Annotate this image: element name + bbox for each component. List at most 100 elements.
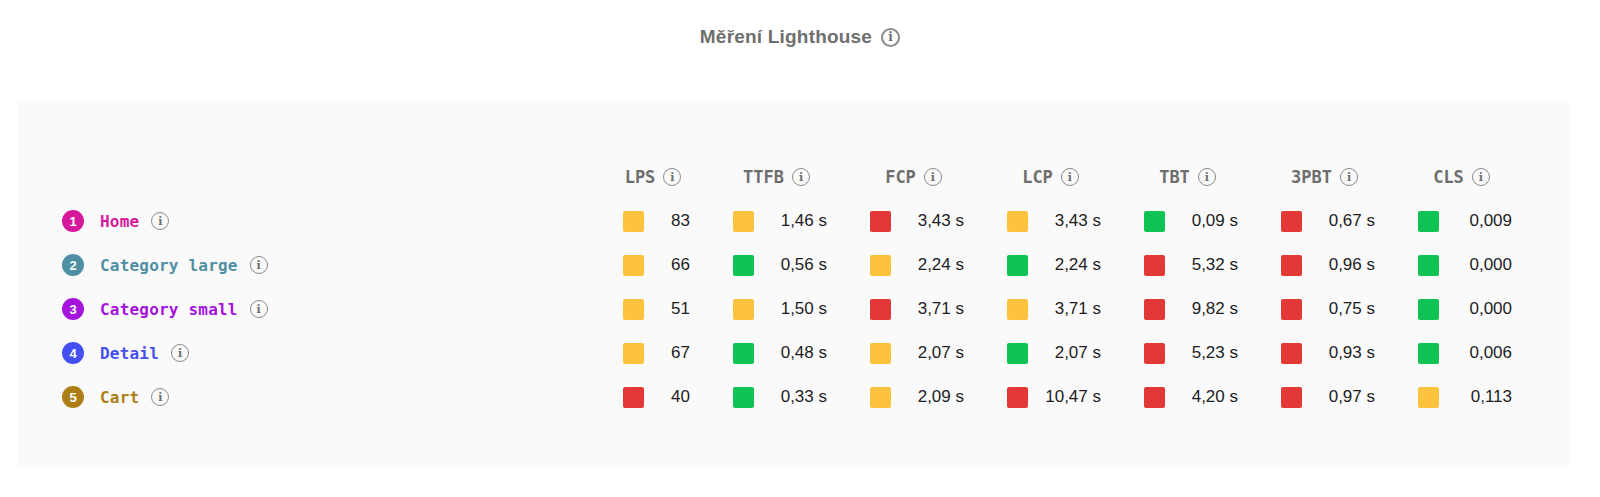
- status-square-orange: [623, 255, 644, 276]
- metric-cell: 2,07 s: [857, 331, 994, 375]
- status-square-red: [1144, 343, 1165, 364]
- metric-value: 0,113: [1439, 387, 1542, 407]
- lighthouse-metrics-card: LPS i TTFB i FCP i LCP i TBT i 3PBT i CL…: [17, 100, 1570, 467]
- status-square-red: [1281, 387, 1302, 408]
- metric-value: 40: [644, 387, 720, 407]
- status-square-orange: [870, 255, 891, 276]
- row-number-badge: 5: [62, 386, 84, 408]
- info-icon[interactable]: i: [250, 300, 268, 318]
- metric-cell: 0,96 s: [1268, 243, 1405, 287]
- status-square-green: [733, 343, 754, 364]
- info-icon[interactable]: i: [792, 168, 810, 186]
- metric-value: 2,24 s: [891, 255, 994, 275]
- table-row-detail: 4 Detail i 67 0,48 s 2,07 s 2,07 s 5,23 …: [17, 331, 1570, 375]
- row-number-badge: 1: [62, 210, 84, 232]
- column-header-lps: LPS i: [610, 167, 720, 187]
- metric-cell: 5,32 s: [1131, 243, 1268, 287]
- metric-cell: 2,09 s: [857, 375, 994, 419]
- info-icon[interactable]: i: [250, 256, 268, 274]
- row-label: Category small: [100, 300, 238, 319]
- info-icon[interactable]: i: [924, 168, 942, 186]
- column-header-tbt: TBT i: [1131, 167, 1268, 187]
- metric-cell: 1,50 s: [720, 287, 857, 331]
- row-number-badge: 4: [62, 342, 84, 364]
- metric-value: 9,82 s: [1165, 299, 1268, 319]
- metric-value: 0,000: [1439, 299, 1542, 319]
- metric-cell: 0,09 s: [1131, 199, 1268, 243]
- metric-value: 10,47 s: [1028, 387, 1131, 407]
- status-square-red: [1281, 255, 1302, 276]
- metric-cell: 67: [610, 331, 720, 375]
- metric-cell: 10,47 s: [994, 375, 1131, 419]
- status-square-green: [733, 387, 754, 408]
- info-icon[interactable]: i: [151, 388, 169, 406]
- metric-cell: 66: [610, 243, 720, 287]
- metric-cell: 0,009: [1405, 199, 1542, 243]
- metric-value: 0,09 s: [1165, 211, 1268, 231]
- metric-value: 5,23 s: [1165, 343, 1268, 363]
- metric-cell: 83: [610, 199, 720, 243]
- info-icon[interactable]: i: [151, 212, 169, 230]
- row-label-cell: 1 Home i: [17, 199, 610, 243]
- table-body: 1 Home i 83 1,46 s 3,43 s 3,43 s 0,09 s …: [17, 199, 1570, 419]
- row-label: Cart: [100, 388, 139, 407]
- metric-value: 3,71 s: [891, 299, 994, 319]
- metric-value: 1,50 s: [754, 299, 857, 319]
- info-icon[interactable]: i: [1340, 168, 1358, 186]
- column-header-label: TBT: [1159, 167, 1190, 187]
- metric-value: 83: [644, 211, 720, 231]
- metric-value: 3,43 s: [891, 211, 994, 231]
- column-header-label: TTFB: [743, 167, 784, 187]
- info-icon[interactable]: i: [171, 344, 189, 362]
- metric-value: 51: [644, 299, 720, 319]
- metric-cell: 0,56 s: [720, 243, 857, 287]
- metric-value: 0,000: [1439, 255, 1542, 275]
- status-square-red: [1007, 387, 1028, 408]
- metric-value: 0,67 s: [1302, 211, 1405, 231]
- metric-value: 2,09 s: [891, 387, 994, 407]
- status-square-orange: [623, 343, 644, 364]
- row-label-cell: 5 Cart i: [17, 375, 610, 419]
- info-icon[interactable]: i: [881, 28, 900, 47]
- status-square-green: [1418, 211, 1439, 232]
- column-header-ttfb: TTFB i: [720, 167, 857, 187]
- metric-value: 2,07 s: [891, 343, 994, 363]
- metric-cell: 51: [610, 287, 720, 331]
- metric-value: 0,96 s: [1302, 255, 1405, 275]
- metric-cell: 9,82 s: [1131, 287, 1268, 331]
- metric-cell: 0,93 s: [1268, 331, 1405, 375]
- metric-cell: 0,75 s: [1268, 287, 1405, 331]
- status-square-green: [1007, 255, 1028, 276]
- info-icon[interactable]: i: [1061, 168, 1079, 186]
- status-square-orange: [623, 211, 644, 232]
- metric-cell: 0,67 s: [1268, 199, 1405, 243]
- row-label-cell: 3 Category small i: [17, 287, 610, 331]
- page-title-bar: Měření Lighthouse i: [0, 0, 1600, 48]
- metric-value: 0,56 s: [754, 255, 857, 275]
- metric-cell: 4,20 s: [1131, 375, 1268, 419]
- column-header-label: FCP: [885, 167, 916, 187]
- metric-cell: 2,24 s: [994, 243, 1131, 287]
- metric-value: 5,32 s: [1165, 255, 1268, 275]
- metric-value: 0,006: [1439, 343, 1542, 363]
- metric-value: 66: [644, 255, 720, 275]
- metric-cell: 2,07 s: [994, 331, 1131, 375]
- status-square-orange: [870, 343, 891, 364]
- status-square-orange: [870, 387, 891, 408]
- row-number-badge: 2: [62, 254, 84, 276]
- row-label: Home: [100, 212, 139, 231]
- metric-value: 0,97 s: [1302, 387, 1405, 407]
- column-header-3pbt: 3PBT i: [1268, 167, 1405, 187]
- info-icon[interactable]: i: [663, 168, 681, 186]
- status-square-red: [1144, 255, 1165, 276]
- status-square-red: [1281, 211, 1302, 232]
- status-square-orange: [623, 299, 644, 320]
- status-square-orange: [733, 211, 754, 232]
- row-label-cell: 2 Category large i: [17, 243, 610, 287]
- metric-cell: 3,43 s: [857, 199, 994, 243]
- metric-value: 1,46 s: [754, 211, 857, 231]
- metric-cell: 3,71 s: [994, 287, 1131, 331]
- info-icon[interactable]: i: [1198, 168, 1216, 186]
- info-icon[interactable]: i: [1472, 168, 1490, 186]
- metric-cell: 0,000: [1405, 287, 1542, 331]
